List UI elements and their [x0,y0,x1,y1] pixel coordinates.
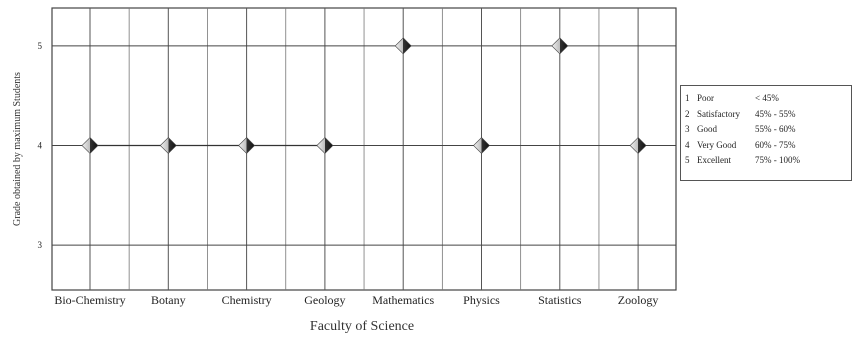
legend-entry: 2 Satisfactory 45% - 55% [685,107,847,123]
legend-entry: 5 Excellent 75% - 100% [685,153,847,169]
x-tick-label: Zoology [618,293,659,307]
data-point [159,137,177,154]
legend-entry-range: 60% - 75% [755,139,796,150]
legend-entry-number: 1 [685,93,690,103]
legend-entry-number: 3 [685,124,690,134]
legend-entry-range: < 45% [755,93,779,103]
data-markers [81,37,647,154]
y-tick-label: 3 [38,240,43,250]
legend-entry-name: Good [697,124,717,134]
data-point [238,137,256,154]
data-point [551,37,569,55]
data-point [81,137,99,154]
y-tick-label: 4 [38,141,43,151]
legend-entry-number: 4 [685,139,690,150]
legend-entry-range: 45% - 55% [755,108,796,119]
legend-entry: 4 Very Good 60% - 75% [685,138,847,154]
legend-entry-name: Very Good [697,139,737,150]
legend: 1 Poor < 45% 2 Satisfactory 45% - 55% 3 Good 55%… [680,85,852,181]
legend-entry-range: 75% - 100% [755,155,800,165]
tick-labels: Bio-Chemistry Botany Chemistry Geology Mathe… [38,41,659,307]
x-tick-label: Physics [463,293,500,307]
legend-entry-name: Poor [697,93,715,103]
x-tick-label: Chemistry [222,293,272,307]
x-tick-label: Mathematics [372,293,434,307]
x-tick-label: Botany [151,293,186,307]
x-axis-title: Faculty of Science [310,319,414,334]
x-tick-label: Statistics [538,293,582,307]
x-tick-label: Bio-Chemistry [54,293,125,307]
legend-entry-name: Satisfactory [697,108,740,119]
legend-entry-number: 2 [685,108,690,119]
data-point [394,37,412,55]
data-point [473,137,490,154]
grid [52,8,676,290]
legend-entry-range: 55% - 60% [755,124,796,134]
data-point [629,137,647,154]
legend-entry: 3 Good 55% - 60% [685,122,847,138]
data-point [316,137,334,154]
legend-entry-number: 5 [685,155,690,165]
y-tick-label: 5 [38,41,43,51]
legend-entry-name: Excellent [697,155,731,165]
x-tick-label: Geology [304,293,345,307]
y-axis-title: Grade obtained by maximum Students [12,72,23,226]
legend-entry: 1 Poor < 45% [685,91,847,107]
